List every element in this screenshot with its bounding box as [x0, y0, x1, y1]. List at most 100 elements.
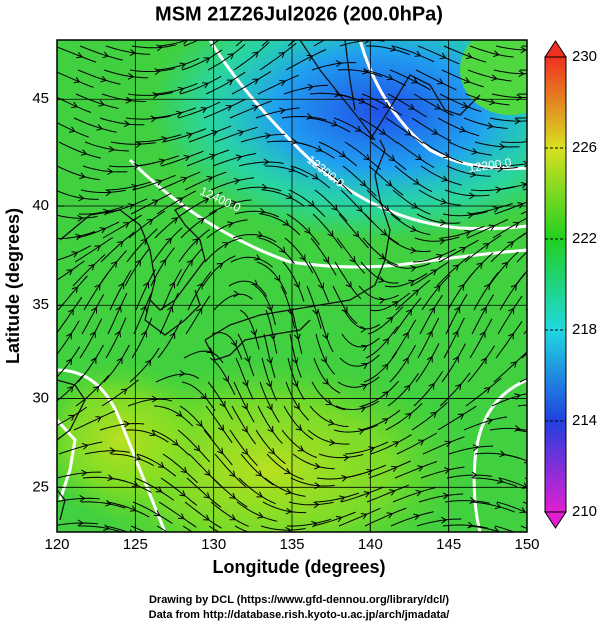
streamline	[471, 294, 495, 335]
streamline	[290, 165, 331, 189]
streamline-arrow	[454, 306, 461, 314]
streamline-arrow	[171, 439, 179, 446]
streamline-arrow	[452, 264, 460, 271]
streamline	[465, 93, 510, 106]
streamline	[312, 213, 343, 249]
streamline	[360, 261, 399, 284]
streamline	[158, 171, 201, 191]
streamline	[75, 93, 119, 109]
streamline-arrow	[229, 470, 236, 478]
streamline-arrow	[404, 384, 411, 392]
streamline-arrow	[469, 192, 476, 200]
streamline-arrow	[256, 231, 264, 238]
streamline-arrow	[341, 306, 348, 314]
streamline	[57, 406, 87, 426]
y-tick-label: 35	[32, 296, 49, 313]
streamline	[368, 460, 411, 479]
streamline-arrow	[123, 222, 130, 229]
streamline-arrow	[317, 282, 325, 290]
streamline	[126, 228, 158, 263]
streamline	[57, 497, 100, 503]
streamline-arrow	[345, 281, 352, 288]
streamline	[437, 117, 480, 137]
streamline-arrow	[178, 513, 185, 520]
streamline	[128, 210, 166, 239]
streamline	[436, 255, 471, 287]
streamline	[109, 270, 132, 311]
streamline-arrow	[145, 359, 152, 367]
streamline	[366, 45, 410, 56]
streamline-arrow	[244, 355, 251, 363]
streamline-arrow	[360, 513, 368, 520]
streamline-arrow	[414, 50, 422, 57]
streamline	[134, 477, 175, 501]
streamline	[209, 40, 220, 47]
streamline	[361, 380, 399, 407]
streamline-arrow	[125, 96, 133, 104]
streamline	[340, 486, 384, 503]
streamline-arrow	[429, 306, 435, 314]
streamline-arrow	[151, 395, 159, 403]
streamline-arrow	[523, 457, 527, 464]
streamline	[186, 149, 230, 167]
streamline-arrow	[179, 490, 186, 497]
streamline	[514, 270, 527, 287]
streamline	[151, 429, 190, 456]
streamline	[310, 237, 337, 276]
streamline-arrow	[440, 516, 448, 524]
streamline-arrow	[360, 383, 368, 390]
y-tick-label: 45	[32, 90, 49, 107]
streamline	[258, 237, 295, 265]
streamline	[410, 261, 450, 287]
streamline-arrow	[269, 333, 277, 340]
streamline	[130, 525, 147, 532]
streamline-arrow	[314, 462, 321, 470]
streamline	[262, 189, 305, 207]
streamline-arrow	[152, 92, 159, 99]
streamline-arrow	[203, 514, 210, 521]
streamline	[338, 507, 381, 527]
streamline-arrow	[392, 441, 400, 448]
contour-line	[358, 40, 527, 171]
streamline-arrow	[410, 225, 417, 232]
contour-line	[208, 40, 527, 231]
streamline	[177, 429, 211, 463]
streamline-arrow	[459, 126, 466, 133]
streamline	[465, 377, 502, 407]
streamline	[57, 260, 85, 281]
streamline-arrow	[202, 197, 210, 204]
streamline-arrow	[160, 258, 167, 266]
streamline	[495, 45, 527, 51]
streamline-arrow	[491, 74, 498, 82]
streamline-arrow	[227, 53, 235, 60]
streamline	[57, 214, 98, 219]
streamline-arrow	[115, 305, 122, 313]
streamline-arrow	[176, 197, 184, 204]
streamline	[384, 273, 428, 288]
streamline	[500, 141, 527, 144]
streamline	[517, 93, 527, 95]
streamline-arrow	[496, 477, 504, 484]
streamline	[391, 319, 417, 359]
streamline	[467, 69, 512, 82]
streamline	[183, 40, 200, 47]
colorbar-tick-label: 230	[572, 48, 597, 65]
streamline-arrow	[379, 128, 386, 135]
streamline	[263, 333, 276, 378]
x-tick-label: 135	[279, 536, 304, 553]
streamline	[446, 474, 492, 479]
coastline	[204, 139, 391, 341]
streamline	[359, 409, 401, 431]
streamline-arrow	[380, 229, 388, 236]
streamline	[256, 261, 287, 295]
streamline-arrow	[415, 489, 423, 497]
streamline	[76, 221, 120, 239]
streamline-arrow	[543, 533, 549, 538]
streamline-arrow	[92, 385, 100, 393]
streamline	[314, 189, 348, 222]
streamline-arrow	[196, 282, 203, 290]
streamline-arrow	[360, 344, 368, 352]
streamline-arrow	[68, 414, 76, 421]
streamline	[286, 213, 320, 246]
streamline	[155, 57, 200, 71]
